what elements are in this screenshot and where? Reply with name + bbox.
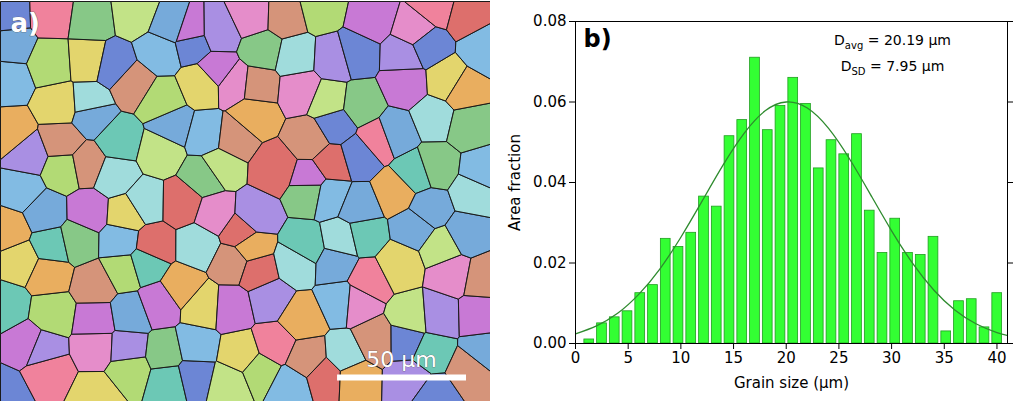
svg-text:0.02: 0.02 xyxy=(533,254,566,272)
svg-text:20: 20 xyxy=(777,349,796,367)
svg-text:a): a) xyxy=(11,8,40,38)
svg-text:b): b) xyxy=(584,25,612,53)
svg-text:0.06: 0.06 xyxy=(533,93,566,111)
svg-text:0.04: 0.04 xyxy=(533,173,566,191)
svg-text:DSD = 7.95 µm: DSD = 7.95 µm xyxy=(841,58,945,77)
svg-text:0: 0 xyxy=(571,349,581,367)
svg-text:35: 35 xyxy=(935,349,954,367)
svg-text:25: 25 xyxy=(829,349,848,367)
svg-text:10: 10 xyxy=(671,349,690,367)
svg-text:0.08: 0.08 xyxy=(533,12,566,30)
svg-text:0.00: 0.00 xyxy=(533,334,566,352)
svg-text:50 µm: 50 µm xyxy=(366,347,436,372)
svg-text:30: 30 xyxy=(882,349,901,367)
svg-text:Davg = 20.19 µm: Davg = 20.19 µm xyxy=(834,32,951,51)
svg-text:5: 5 xyxy=(623,349,633,367)
svg-text:15: 15 xyxy=(724,349,743,367)
svg-text:Grain size (µm): Grain size (µm) xyxy=(734,374,849,392)
svg-text:Area fraction: Area fraction xyxy=(506,134,524,231)
svg-text:40: 40 xyxy=(987,349,1006,367)
